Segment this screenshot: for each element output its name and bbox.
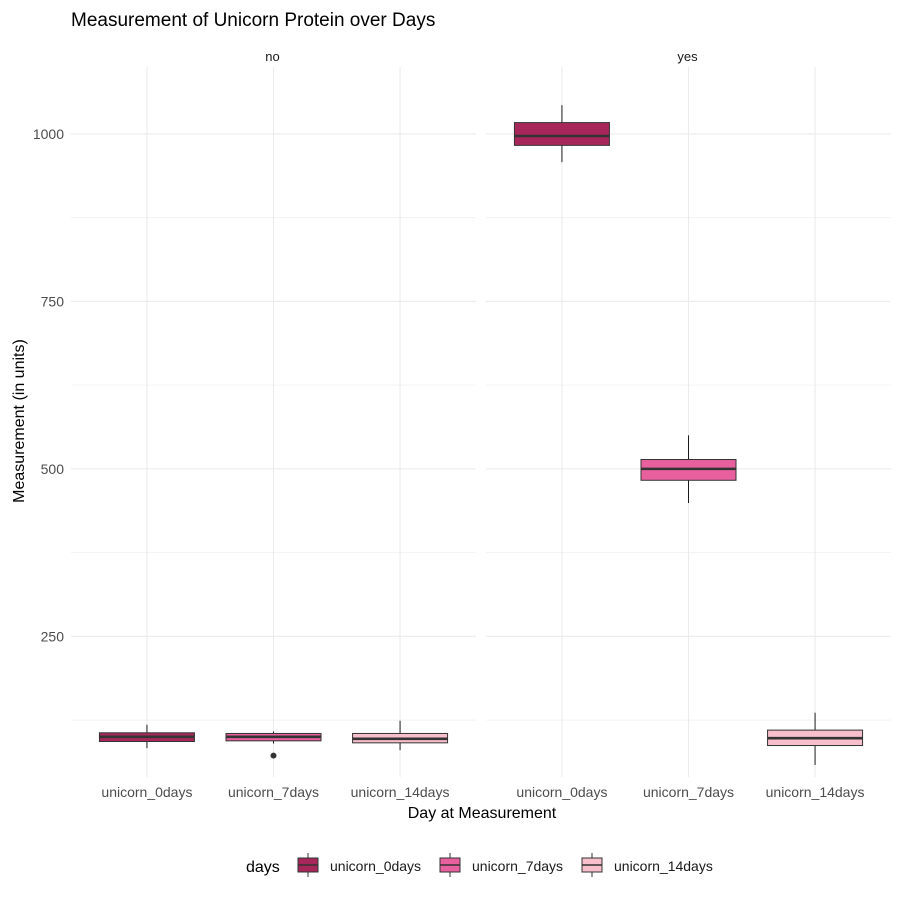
x-tick-label: unicorn_0days	[516, 784, 607, 800]
y-tick-label: 750	[41, 293, 65, 309]
x-tick-label: unicorn_0days	[101, 784, 192, 800]
legend-label: unicorn_7days	[472, 858, 563, 874]
facet-label: yes	[677, 49, 698, 64]
x-axis: unicorn_0days unicorn_7days unicorn_14days…	[101, 784, 864, 800]
boxplot-no-unicorn_0days	[98, 724, 195, 749]
boxplot-yes-unicorn_14days	[767, 712, 864, 765]
outlier-point	[270, 752, 277, 759]
x-tick-label: unicorn_14days	[766, 784, 865, 800]
x-tick-label: unicorn_7days	[228, 784, 319, 800]
y-axis-label: Measurement (in units)	[11, 339, 28, 503]
boxes-layer	[98, 105, 864, 765]
boxplot-yes-unicorn_7days	[640, 435, 737, 504]
boxplot-no-unicorn_7days	[225, 731, 322, 759]
x-tick-label: unicorn_14days	[351, 784, 450, 800]
y-tick-label: 1000	[33, 126, 64, 142]
x-tick-label: unicorn_7days	[643, 784, 734, 800]
grid-layer	[71, 67, 891, 777]
legend-label: unicorn_0days	[330, 858, 421, 874]
legend-title: days	[246, 859, 280, 876]
legend: days unicorn_0days unicorn_7days unicorn_1…	[246, 853, 713, 877]
legend-item-unicorn_7days: unicorn_7days	[439, 853, 563, 877]
x-axis-label: Day at Measurement	[408, 805, 557, 822]
legend-label: unicorn_14days	[614, 858, 713, 874]
legend-item-unicorn_14days: unicorn_14days	[581, 853, 713, 877]
y-axis: 250 500 750 1000	[33, 126, 64, 644]
y-tick-label: 500	[41, 461, 65, 477]
boxplot-no-unicorn_14days	[352, 720, 449, 751]
facet-label: no	[265, 49, 279, 64]
legend-item-unicorn_0days: unicorn_0days	[297, 853, 421, 877]
boxplot-yes-unicorn_0days	[513, 105, 610, 163]
chart-title: Measurement of Unicorn Protein over Days	[71, 10, 435, 31]
y-tick-label: 250	[41, 628, 65, 644]
facet-labels: no yes	[265, 49, 698, 64]
box	[513, 122, 610, 146]
